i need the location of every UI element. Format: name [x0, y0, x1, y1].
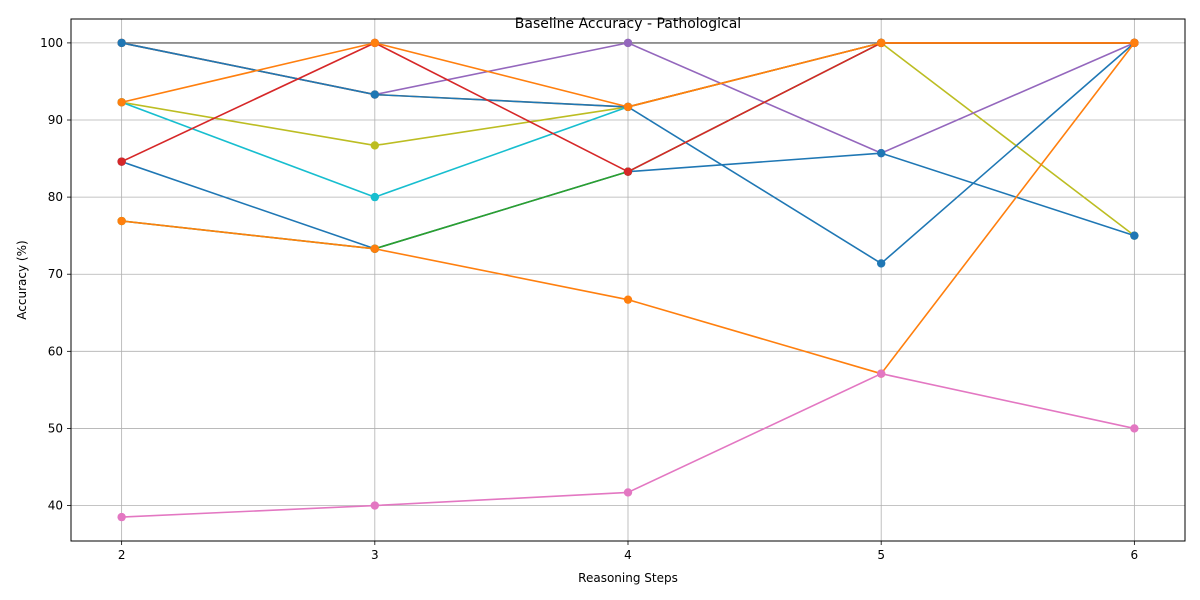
- data-point: [117, 216, 126, 226]
- data-point: [623, 38, 633, 48]
- x-tick-label: 2: [118, 548, 126, 562]
- y-tick-label: 60: [48, 344, 63, 358]
- data-point: [370, 192, 380, 202]
- data-point: [1130, 424, 1139, 433]
- data-point: [876, 148, 886, 158]
- data-point: [117, 157, 126, 166]
- y-tick-label: 80: [48, 190, 63, 204]
- x-tick-label: 4: [624, 548, 632, 562]
- grid-lines: [71, 19, 1185, 541]
- y-tick-label: 100: [40, 36, 63, 50]
- data-point: [623, 167, 633, 176]
- data-point: [1130, 38, 1139, 48]
- data-point: [370, 244, 380, 253]
- x-axis-ticks: 2 3 4 5 6: [118, 541, 1138, 562]
- data-point: [117, 512, 126, 522]
- y-tick-label: 70: [48, 267, 63, 281]
- chart-title: Baseline Accuracy - Pathological: [515, 16, 741, 32]
- data-point: [623, 488, 633, 497]
- data-point: [876, 369, 886, 378]
- series-12: [117, 369, 1139, 522]
- data-point: [623, 102, 633, 112]
- data-point: [117, 38, 126, 48]
- y-tick-label: 50: [48, 421, 63, 435]
- data-point: [370, 141, 380, 150]
- data-point: [117, 98, 126, 107]
- y-axis-label: Accuracy (%): [15, 240, 29, 319]
- x-tick-label: 5: [877, 548, 885, 562]
- y-axis-ticks: 40 50 60 70 80 90 100: [40, 36, 71, 513]
- data-point: [370, 501, 380, 510]
- data-point: [1130, 231, 1139, 240]
- data-point: [876, 38, 886, 48]
- data-point: [370, 38, 380, 48]
- y-tick-label: 40: [48, 499, 63, 513]
- y-tick-label: 90: [48, 113, 63, 127]
- x-axis-label: Reasoning Steps: [578, 571, 678, 585]
- data-point: [876, 259, 886, 268]
- data-point: [370, 90, 380, 99]
- data-point: [623, 295, 633, 304]
- x-tick-label: 6: [1131, 548, 1139, 562]
- x-tick-label: 3: [371, 548, 379, 562]
- series-11: [117, 38, 1139, 112]
- series-layer: [117, 38, 1139, 522]
